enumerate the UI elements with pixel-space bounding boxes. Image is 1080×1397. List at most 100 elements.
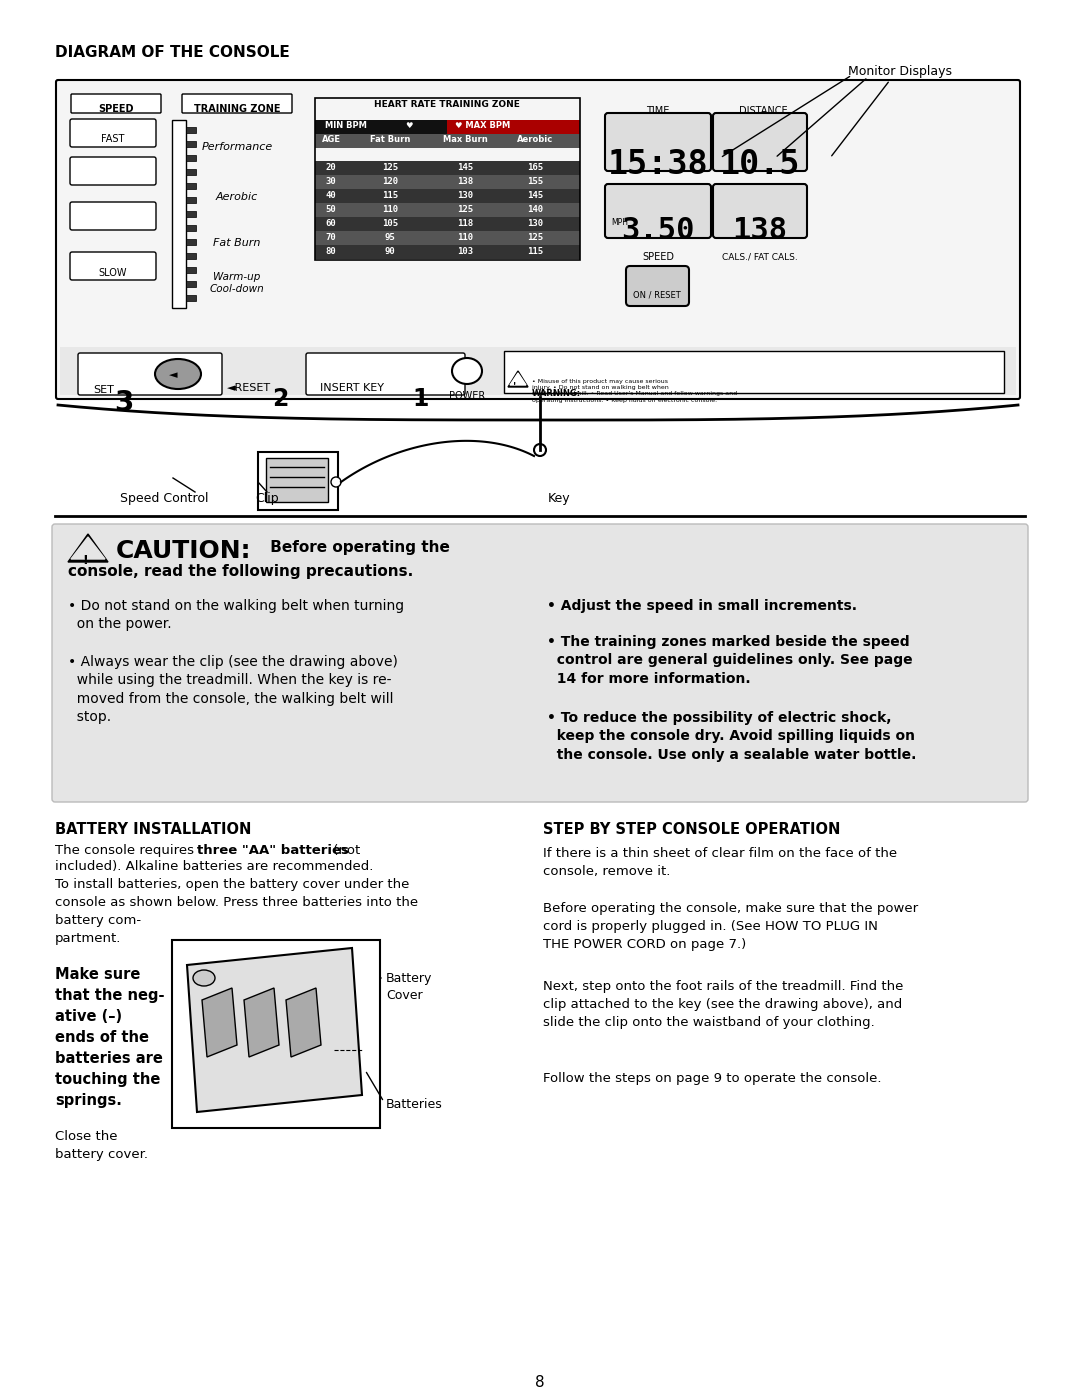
Text: 110: 110 [457, 233, 473, 242]
Text: Fat Burn: Fat Burn [214, 237, 260, 249]
Polygon shape [71, 536, 105, 559]
Bar [315, 231, 580, 244]
Text: 155: 155 [527, 177, 543, 186]
Text: Performance: Performance [201, 142, 272, 152]
Polygon shape [508, 372, 528, 387]
Circle shape [330, 476, 341, 488]
Text: SET: SET [93, 386, 113, 395]
Text: POWER: POWER [449, 391, 485, 401]
Polygon shape [187, 949, 362, 1112]
Text: • The training zones marked beside the speed
  control are general guidelines on: • The training zones marked beside the s… [546, 636, 913, 686]
Text: 110: 110 [382, 205, 399, 214]
Text: 138: 138 [732, 217, 787, 244]
Bar [60, 346, 1016, 395]
Text: MIN BPM: MIN BPM [325, 122, 367, 130]
Bar [315, 98, 580, 260]
Bar [315, 244, 580, 258]
Text: • Misuse of this product may cause serious
injury. • Do not stand on walking bel: • Misuse of this product may cause serio… [532, 379, 738, 402]
Text: MPH: MPH [611, 218, 627, 226]
Text: !: ! [82, 555, 87, 567]
Bar [315, 217, 580, 231]
Bar [186, 141, 195, 147]
Polygon shape [202, 988, 237, 1058]
Text: INSERT KEY: INSERT KEY [320, 383, 384, 393]
Ellipse shape [193, 970, 215, 986]
Bar [186, 183, 195, 189]
Text: 2: 2 [272, 387, 288, 411]
Text: BATTERY INSTALLATION: BATTERY INSTALLATION [55, 821, 252, 837]
FancyBboxPatch shape [713, 113, 807, 170]
Text: TRAINING ZONE: TRAINING ZONE [193, 103, 280, 115]
FancyBboxPatch shape [70, 119, 156, 147]
Text: 105: 105 [382, 219, 399, 228]
FancyBboxPatch shape [56, 80, 1020, 400]
Text: 140: 140 [527, 205, 543, 214]
Bar [172, 120, 186, 307]
Text: AGE: AGE [322, 136, 340, 144]
Polygon shape [286, 988, 321, 1058]
FancyBboxPatch shape [70, 251, 156, 279]
FancyBboxPatch shape [605, 184, 711, 237]
Text: SPEED: SPEED [642, 251, 674, 263]
Bar [186, 169, 195, 175]
Bar [186, 211, 195, 217]
Text: Clip: Clip [255, 492, 279, 504]
Bar [186, 253, 195, 258]
Text: Max Burn: Max Burn [443, 136, 487, 144]
Bar [172, 940, 380, 1127]
Bar [186, 225, 195, 231]
FancyBboxPatch shape [183, 94, 292, 113]
Text: console, read the following precautions.: console, read the following precautions. [68, 564, 414, 578]
FancyBboxPatch shape [52, 524, 1028, 802]
Text: 40: 40 [326, 191, 336, 200]
Text: SPEED: SPEED [98, 103, 134, 115]
Text: 103: 103 [457, 247, 473, 256]
FancyBboxPatch shape [626, 265, 689, 306]
Text: CAUTION:: CAUTION: [116, 539, 252, 563]
Text: STEP BY STEP CONSOLE OPERATION: STEP BY STEP CONSOLE OPERATION [543, 821, 840, 837]
Text: • To reduce the possibility of electric shock,
  keep the console dry. Avoid spi: • To reduce the possibility of electric … [546, 711, 916, 761]
Ellipse shape [156, 359, 201, 388]
Text: Aerobic: Aerobic [216, 191, 258, 203]
Text: 125: 125 [527, 233, 543, 242]
Text: 90: 90 [384, 247, 395, 256]
Text: WARNING:: WARNING: [532, 388, 581, 398]
Text: ON / RESET: ON / RESET [633, 291, 680, 299]
Text: Speed Control: Speed Control [120, 492, 208, 504]
Text: ◄RESET: ◄RESET [227, 383, 271, 393]
Bar [186, 197, 195, 203]
Text: DIAGRAM OF THE CONSOLE: DIAGRAM OF THE CONSOLE [55, 45, 289, 60]
Text: Batteries: Batteries [386, 1098, 443, 1111]
Bar [315, 134, 580, 148]
Text: • Do not stand on the walking belt when turning
  on the power.: • Do not stand on the walking belt when … [68, 599, 404, 631]
Text: 125: 125 [382, 163, 399, 172]
Text: 130: 130 [527, 219, 543, 228]
Text: 125: 125 [457, 205, 473, 214]
Text: Monitor Displays: Monitor Displays [848, 66, 951, 78]
Text: (not: (not [329, 844, 361, 856]
Text: 10.5: 10.5 [719, 148, 800, 182]
Bar [315, 120, 447, 134]
Text: 118: 118 [457, 219, 473, 228]
Text: TIME: TIME [646, 106, 670, 116]
Text: 20: 20 [326, 163, 336, 172]
Text: !: ! [513, 381, 516, 388]
Text: ♥: ♥ [405, 122, 413, 130]
FancyBboxPatch shape [713, 184, 807, 237]
Bar [186, 281, 195, 286]
Text: ◄: ◄ [168, 370, 177, 380]
Text: 115: 115 [527, 247, 543, 256]
Text: Fat Burn: Fat Burn [369, 136, 410, 144]
Text: 60: 60 [326, 219, 336, 228]
Text: Key: Key [548, 492, 570, 504]
Text: Aerobic: Aerobic [517, 136, 553, 144]
Text: Battery
Cover: Battery Cover [386, 972, 432, 1002]
Bar [315, 175, 580, 189]
Bar [447, 120, 580, 134]
Text: CALS./ FAT CALS.: CALS./ FAT CALS. [723, 251, 798, 261]
Text: 1: 1 [411, 387, 429, 411]
Bar [186, 155, 195, 161]
Ellipse shape [453, 358, 482, 384]
Text: three "AA" batteries: three "AA" batteries [197, 844, 349, 856]
Text: 145: 145 [527, 191, 543, 200]
